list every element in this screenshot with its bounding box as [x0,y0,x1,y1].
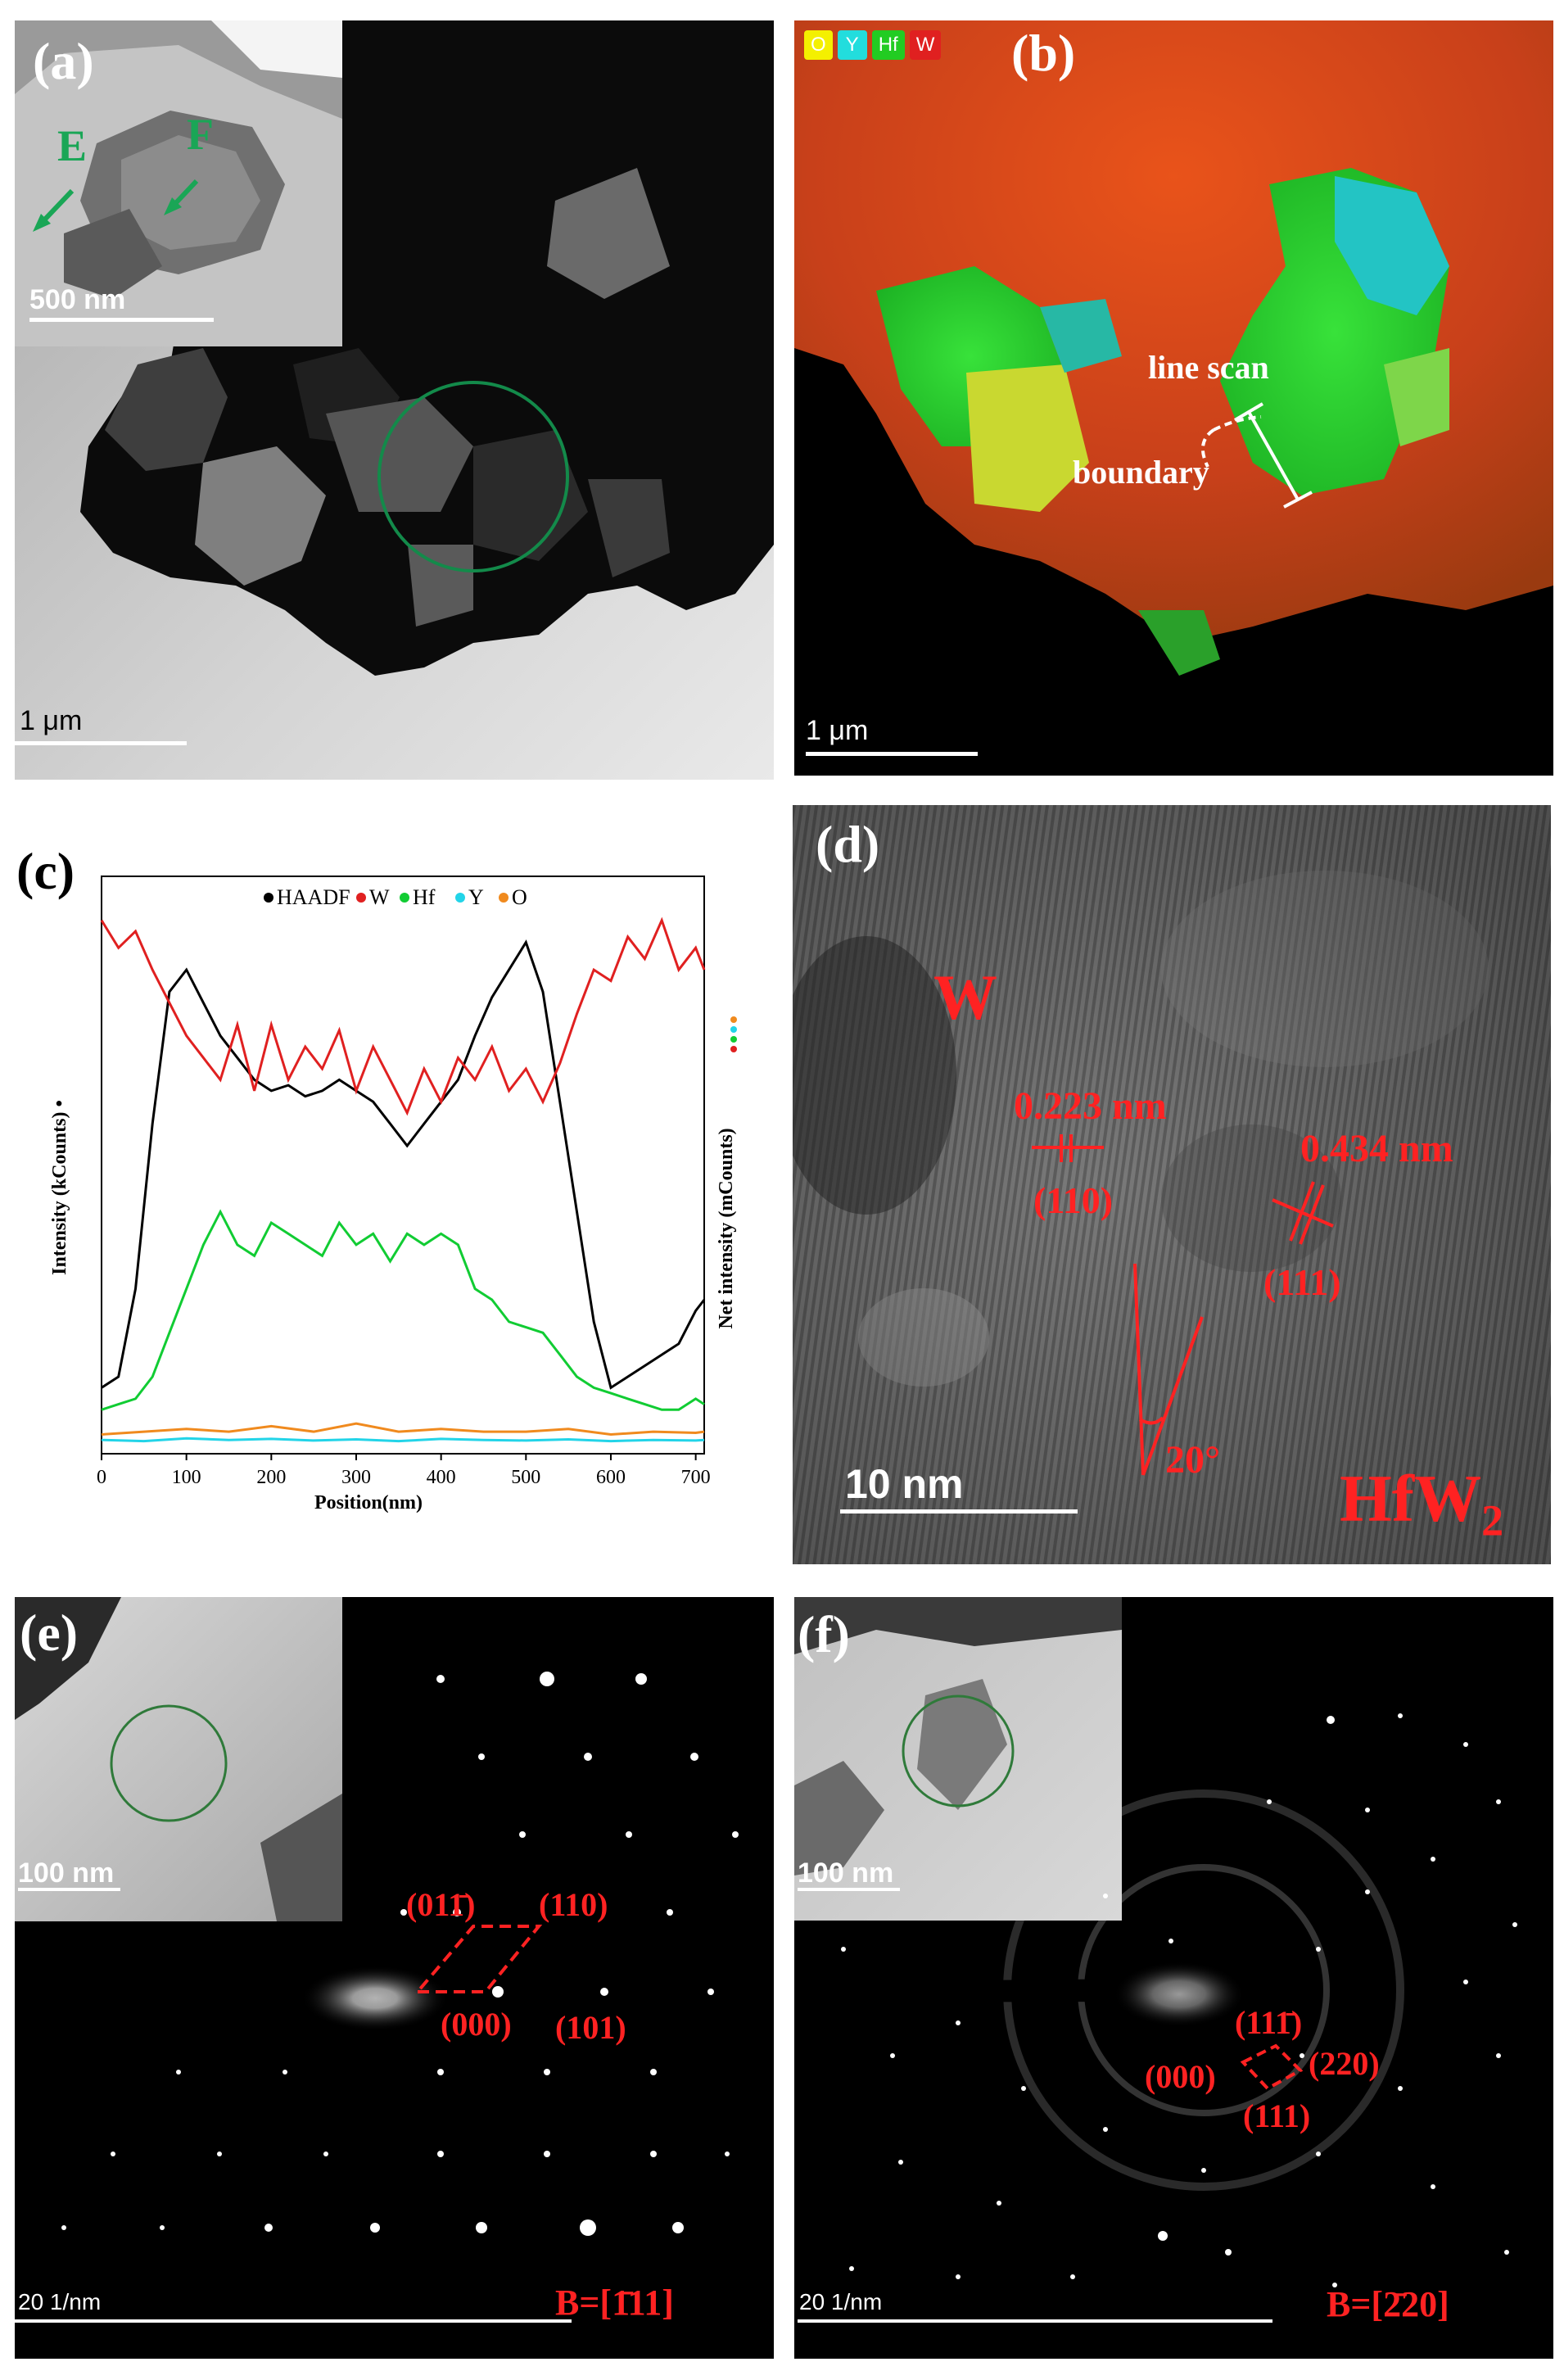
legend-marker-hf [400,893,409,903]
series-line-o [101,1422,705,1437]
panel-e-label: (e) [20,1604,79,1662]
series-line-haadf [101,939,706,1390]
x-tick-label: 600 [596,1467,626,1488]
panel-a-inset-scalebar-label: 500 nm [29,284,126,315]
plane-111-label: (111) [1263,1261,1341,1303]
legend-marker-w [356,893,366,903]
index-f-111bar: (111̄) [1235,2004,1303,2041]
marker-e: E [57,121,88,170]
y-axis-left-label: Intensity (kCounts) • [49,1100,70,1275]
panel-a-selection-circle [377,381,569,572]
legend-label-w: W [369,885,390,909]
angle-label: 20° [1165,1438,1221,1482]
legend-hf: Hf [871,30,905,60]
panel-a: (a) E F 500 nm 1 μm [15,20,774,780]
series-line-w [100,916,706,1116]
panel-f-inset [794,1597,1122,1921]
panel-b-eds-map [794,20,1553,776]
annotation-boundary: boundary [1073,454,1209,491]
right-axis-series-dot [730,1016,737,1023]
legend-y: Y [837,30,867,60]
panel-a-arrows [33,179,199,232]
legend-label-haadf: HAADF [277,885,350,909]
phase-hfw2-subscript: 2 [1481,1495,1504,1545]
panel-b-label: (b) [1011,24,1076,82]
panel-d: (d) W 0.223 nm (110) 0.434 nm (111) 20° … [793,805,1551,1564]
panel-f-inset-scalebar-label: 100 nm [798,1857,894,1889]
x-tick-label: 100 [172,1467,201,1488]
index-e-110: (110) [539,1886,608,1923]
right-axis-series-dot [730,1026,737,1033]
panel-f-label: (f) [798,1605,850,1663]
spacing-110-label: 0.223 nm [1014,1084,1167,1128]
series-line-hf [101,1209,705,1411]
panel-f: (f) 100 nm (111̄) (000) (220) (111) B=[2… [794,1597,1553,2359]
phase-w-label: W [933,962,997,1033]
panel-c-label: (c) [16,844,75,900]
phase-hfw2-label: HfW2 [1340,1460,1503,1545]
panel-b: O Y Hf W (b) line scan boundary 1 μm [794,20,1553,776]
x-tick-label: 200 [256,1467,286,1488]
panel-a-label: (a) [33,32,94,90]
index-e-011bar: (011̄) [406,1886,476,1923]
zone-axis-e: B=[1̄11] [555,2283,674,2323]
panel-e-inset-scalebar-label: 100 nm [18,1857,115,1889]
legend-marker-y [455,893,465,903]
panel-e: (e) 100 nm (011̄) (110) (000) (101) B=[1… [15,1597,774,2359]
legend-label-y: Y [468,885,484,909]
zone-axis-f: B=[2̄20] [1327,2284,1449,2324]
panel-b-scalebar-label: 1 μm [806,715,869,746]
x-axis-label: Position(nm) [314,1492,423,1514]
spacing-111-label: 0.434 nm [1300,1127,1453,1170]
legend-o: O [804,30,833,60]
legend-marker-o [499,893,509,903]
right-axis-series-dot [730,1046,737,1052]
panel-d-hrtem [793,805,1551,1564]
x-tick-label: 700 [681,1467,711,1488]
x-tick-label: 500 [511,1467,540,1488]
legend-label-hf: Hf [413,885,436,909]
legend-label-o: O [512,885,527,909]
panel-a-scalebar-label: 1 μm [20,705,83,736]
index-e-101: (101) [555,2009,626,2046]
panel-d-label: (d) [816,815,880,873]
panel-c: (c) 0 100 200 300 400 500 600 700 HAADF W Hf Y O Po… [15,844,752,1564]
panel-f-scalebar-label: 20 1/nm [799,2289,883,2314]
annotation-line-scan: line scan [1148,349,1269,386]
panel-e-inset [15,1597,342,1921]
right-axis-series-dot [730,1036,737,1043]
panel-e-diffraction [15,1597,774,2359]
plane-110-label: (110) [1033,1179,1114,1221]
plot-frame [101,876,705,1455]
marker-f: F [187,110,214,159]
panel-a-micrograph [15,20,774,780]
x-tick-label: 400 [427,1467,456,1488]
series-line-y [101,1437,705,1443]
legend-marker-haadf [264,893,273,903]
panel-d-scalebar-label: 10 nm [845,1461,964,1507]
intensity-chart: 0 100 200 300 400 500 600 700 HAADF W Hf Y O Positi… [49,876,737,1514]
x-tick-label: 300 [341,1467,371,1488]
phase-hfw2-main: HfW [1340,1461,1482,1536]
index-f-000: (000) [1145,2058,1216,2095]
index-e-000: (000) [441,2006,512,2043]
index-f-220: (220) [1309,2045,1380,2082]
panel-f-diffraction [794,1597,1553,2359]
legend-w: W [909,30,942,60]
x-tick-label: 0 [97,1467,106,1488]
panel-b-legend: O Y Hf W [804,30,942,60]
panel-e-scalebar-label: 20 1/nm [18,2289,102,2314]
index-f-111: (111) [1243,2097,1311,2134]
y-axis-right-label: Net intensity (mCounts) [716,1128,737,1328]
